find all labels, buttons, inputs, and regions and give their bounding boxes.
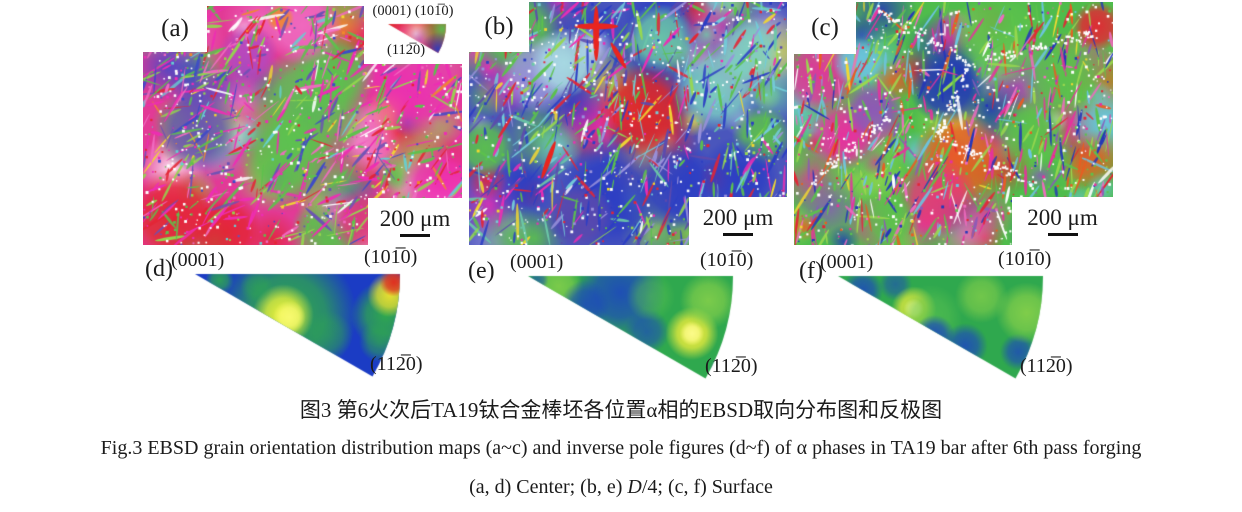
panel-letter-f: (f) xyxy=(799,258,823,284)
caption-sub-post: /4; (c, f) Surface xyxy=(641,476,773,498)
scalebar-b: 200 μm xyxy=(689,197,787,245)
panel-label-c: (c) xyxy=(794,2,856,54)
legend-top-labels: (0001) (101̅0) xyxy=(364,3,462,20)
caption-english: Fig.3 EBSD grain orientation distributio… xyxy=(100,437,1142,459)
ipf-d-label-0001: (0001) xyxy=(171,249,225,271)
ipf-f-label-0001: (0001) xyxy=(820,251,874,273)
panel-letter-b: (b) xyxy=(484,13,514,40)
panel-label-b: (b) xyxy=(469,2,529,52)
ipf-figure-e xyxy=(525,272,737,384)
scalebar-c: 200 μm xyxy=(1012,197,1113,245)
caption-sub-d-italic: D xyxy=(627,476,642,498)
ipf-figure-d xyxy=(192,270,404,382)
panel-letter-d: (d) xyxy=(145,256,173,282)
ipf-f-label-1010: (101̅0) xyxy=(998,248,1052,270)
scalebar-c-line xyxy=(1047,233,1078,236)
scalebar-a: 200 μm xyxy=(368,198,462,245)
ipf-color-key-legend: (0001) (101̅0) (112̅0) xyxy=(364,2,462,64)
ipf-e-label-0001: (0001) xyxy=(510,251,564,273)
legend-label-1120: (112̅0) xyxy=(386,42,426,58)
caption-sub-pre: (a, d) Center; (b, e) xyxy=(469,476,628,498)
caption-subpanels: (a, d) Center; (b, e) D/4; (c, f) Surfac… xyxy=(0,476,1242,499)
ipf-e-label-1010: (101̅0) xyxy=(700,249,754,271)
panel-letter-c: (c) xyxy=(811,14,839,41)
ipf-d-label-1010: (101̅0) xyxy=(364,246,418,268)
ipf-f-label-1120: (112̅0) xyxy=(1020,355,1073,377)
panel-letter-e: (e) xyxy=(468,258,495,284)
scalebar-c-text: 200 μm xyxy=(1027,205,1098,230)
legend-label-0001: (0001) xyxy=(372,3,412,19)
ipf-d-label-1120: (112̅0) xyxy=(370,353,423,375)
ipf-figure-f xyxy=(835,272,1047,384)
ipf-color-key-icon xyxy=(386,21,450,55)
caption-chinese: 图3 第6火次后TA19钛合金棒坯各位置α相的EBSD取向分布图和反极图 xyxy=(299,398,943,422)
panel-label-a: (a) xyxy=(143,6,207,52)
scalebar-a-line xyxy=(400,233,430,237)
panel-letter-a: (a) xyxy=(161,15,189,42)
scalebar-b-text: 200 μm xyxy=(702,205,774,230)
scalebar-b-line xyxy=(723,233,753,236)
scalebar-a-text: 200 μm xyxy=(379,205,451,231)
legend-label-1010: (101̅0) xyxy=(414,3,454,19)
ipf-e-label-1120: (112̅0) xyxy=(705,355,758,377)
